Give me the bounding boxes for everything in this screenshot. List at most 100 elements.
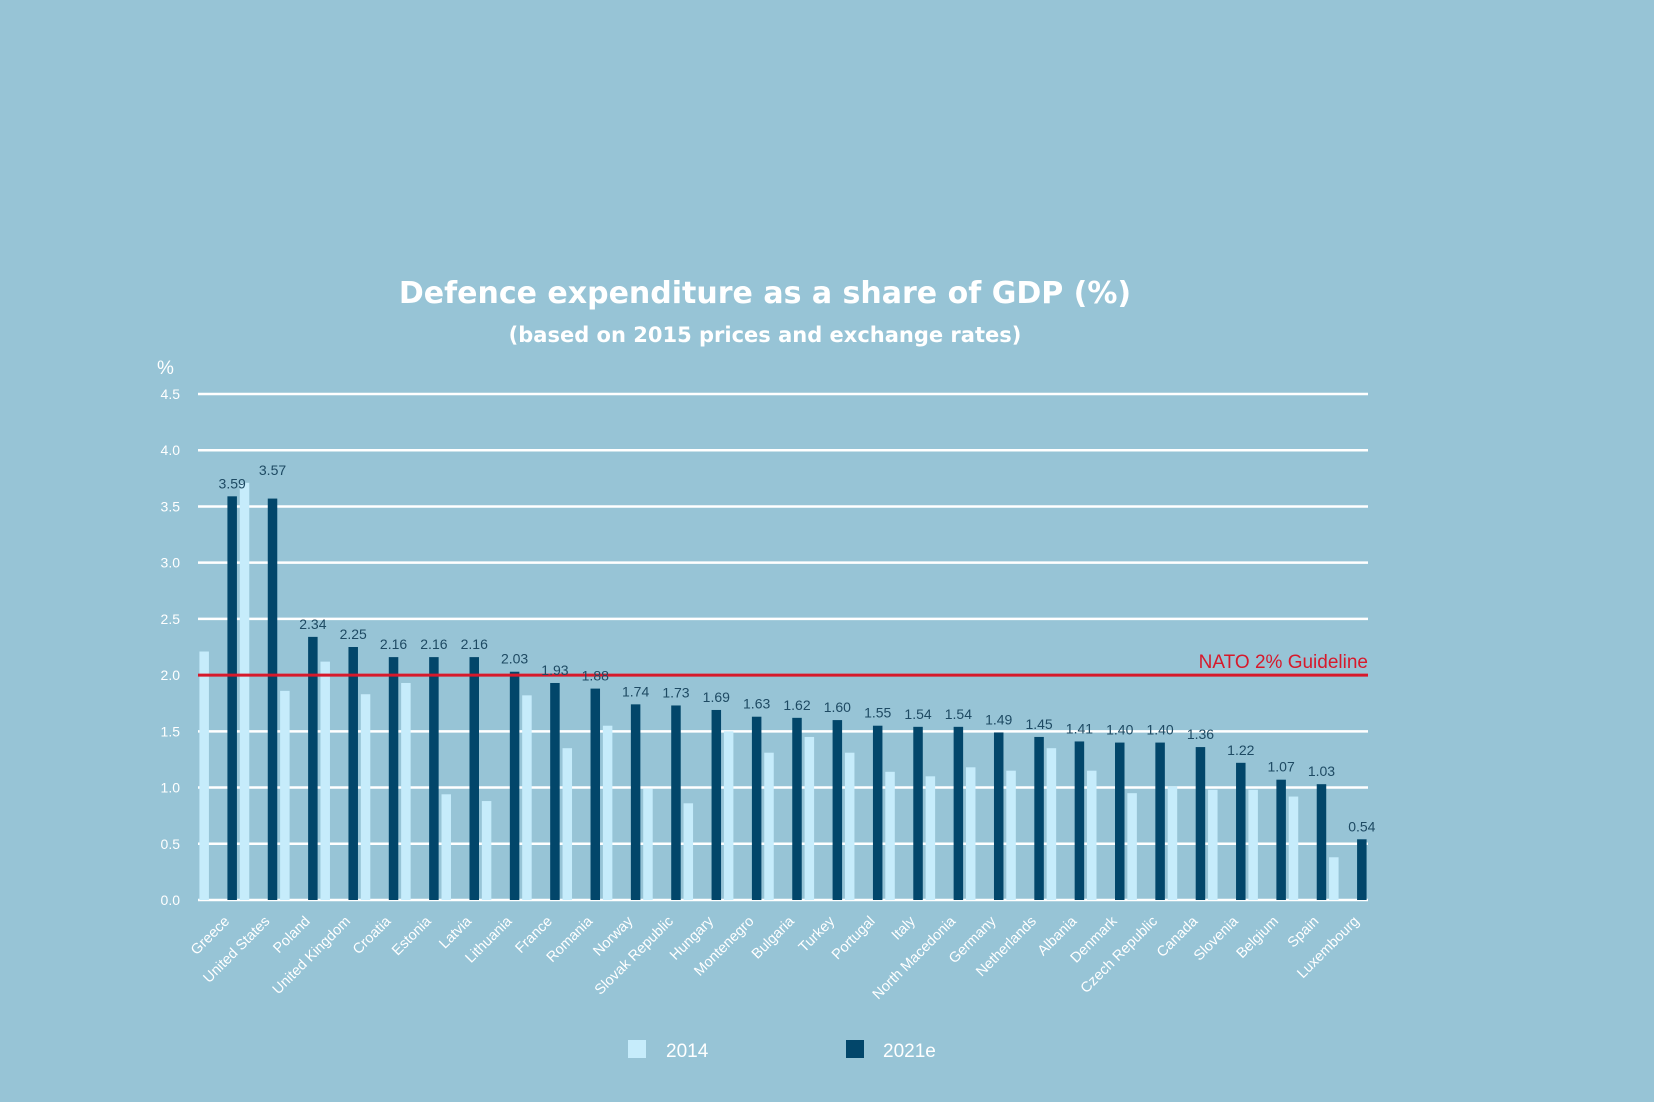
value-label-2021e: 1.60 [824,699,851,715]
value-label-2021e: 2.25 [340,626,367,642]
bar-2014 [1248,789,1258,900]
y-tick-label: 3.0 [161,555,181,571]
chart-subtitle: (based on 2015 prices and exchange rates… [509,323,1022,347]
y-tick-label: 4.5 [161,386,181,402]
grid-lines [198,392,1368,902]
bar-2014 [239,482,250,900]
legend: 2014 2021e [628,1040,936,1062]
bar-2021e [993,732,1004,900]
bar-2014 [1127,793,1137,900]
bar-2021e [792,717,802,900]
bar-2021e [227,496,237,900]
legend-label-2014: 2014 [666,1041,709,1062]
bar-2014 [320,661,330,900]
bar-2021e [1115,742,1125,900]
bar-2014 [1046,748,1057,900]
bar-2014 [562,748,573,900]
bar-2021e [308,636,318,900]
value-label-2021e: 0.54 [1348,818,1375,834]
y-tick-label: 1.0 [161,780,181,796]
y-tick-label: 0.0 [161,892,181,908]
bar-2021e [953,726,964,900]
value-label-2021e: 1.63 [743,696,770,712]
bar-2021e [630,704,641,900]
value-label-2021e: 2.16 [380,636,407,652]
bar-2021e [1034,736,1044,900]
bar-2014 [1087,770,1097,900]
y-tick-label: 0.5 [161,836,181,852]
value-labels: 3.59 3.57 2.34 2.25 2.16 2.16 2.16 2.03 1.93 1.88… [219,462,1376,834]
value-label-2021e: 1.03 [1308,763,1335,779]
bar-2021e [751,716,762,900]
bar-2021e [872,725,883,900]
bar-2021e [590,688,601,900]
bar-2021e [1236,762,1246,900]
value-label-2021e: 1.74 [622,683,649,699]
nato-guideline-label: NATO 2% Guideline [1199,652,1368,673]
value-label-2021e: 1.62 [783,697,810,713]
value-label-2021e: 2.03 [501,651,528,667]
value-label-2021e: 3.59 [219,475,246,491]
bar-2014 [925,776,936,900]
value-label-2021e: 1.41 [1066,720,1093,736]
bar-2014 [199,651,209,900]
bar-2014 [522,695,532,900]
bar-2021e [348,647,358,900]
bar-2014 [1329,857,1339,900]
bar-2014 [844,752,855,900]
value-label-2021e: 1.73 [662,684,689,700]
legend-label-2021e: 2021e [883,1041,936,1062]
bar-2021e [429,657,439,900]
nato-guideline: NATO 2% Guideline [198,652,1368,677]
bar-2014 [280,690,290,900]
category-label: Portugal [829,914,879,964]
bar-2014 [804,736,815,900]
value-label-2021e: 1.45 [1025,716,1052,732]
category-label: Croatia [350,913,395,958]
value-label-2021e: 1.40 [1146,722,1173,738]
bar-2014 [481,801,492,900]
bar-2021e [671,705,681,900]
bar-2021e [469,657,479,900]
bar-2014 [764,752,774,900]
y-tick-label: 3.5 [161,498,181,514]
y-axis-ticks: 0.0 0.5 1.0 1.5 2.0 2.5 3.0 3.5 4.0 4.5 [161,386,181,908]
value-label-2021e: 1.22 [1227,742,1254,758]
bar-2014 [683,803,694,900]
value-label-2021e: 3.57 [259,462,286,478]
bar-2021e [1195,747,1206,900]
value-label-2021e: 2.16 [461,636,488,652]
bar-2014 [1208,789,1218,900]
y-tick-label: 2.0 [161,667,181,683]
bar-2014 [401,682,411,900]
category-label: Spain [1285,914,1323,952]
value-label-2021e: 1.55 [864,705,891,721]
category-label: Latvia [436,913,475,952]
value-label-2021e: 1.40 [1106,722,1133,738]
bar-2021e [388,657,399,900]
bar-2021e [832,720,843,900]
legend-swatch-2021e [846,1040,864,1058]
bar-2014 [360,694,371,900]
category-label: Bulgaria [749,913,799,963]
bar-2021e [509,671,520,900]
bar-2021e [1155,742,1165,900]
value-label-2021e: 2.16 [420,636,447,652]
bar-2021e [1276,779,1286,900]
bar-2021e [267,498,278,900]
bar-2014 [602,725,613,900]
bars [199,482,1367,900]
category-label: Italy [889,913,920,944]
bar-2021e [1316,784,1327,900]
value-label-2021e: 1.69 [703,689,730,705]
category-label: Slovenia [1191,913,1242,964]
category-label: Belgium [1234,914,1282,962]
bar-2021e [1357,839,1367,900]
chart-title: Defence expenditure as a share of GDP (%… [399,276,1131,311]
legend-swatch-2014 [628,1040,646,1058]
value-label-2021e: 1.36 [1187,726,1214,742]
value-label-2021e: 1.07 [1268,759,1295,775]
category-label: Estonia [389,913,435,959]
